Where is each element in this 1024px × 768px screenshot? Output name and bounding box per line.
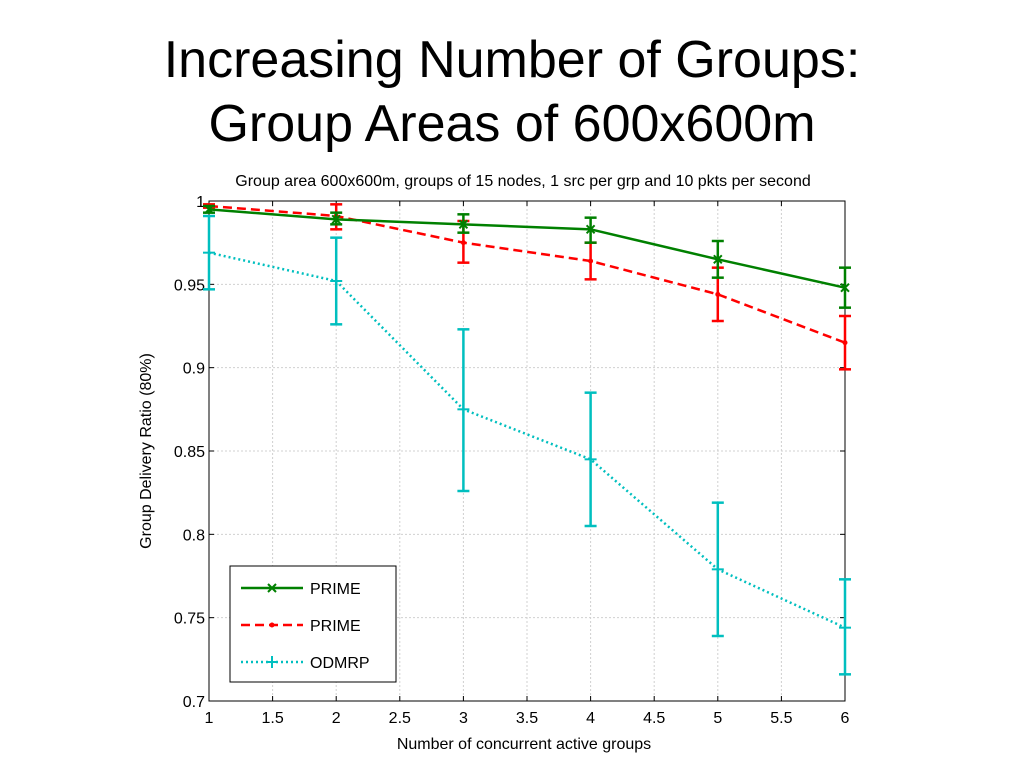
y-tick-label: 1 bbox=[196, 194, 205, 211]
x-tick-label: 5.5 bbox=[770, 710, 792, 727]
data-point bbox=[331, 214, 341, 225]
data-point bbox=[715, 291, 721, 297]
marker-stroke bbox=[585, 224, 596, 235]
series-layer bbox=[203, 203, 851, 676]
marker-stroke bbox=[713, 254, 723, 265]
data-point bbox=[842, 340, 848, 346]
data-point bbox=[330, 275, 343, 287]
legend-item-0: PRIME bbox=[241, 581, 361, 598]
y-axis-label: Group Delivery Ratio (80%) bbox=[138, 353, 155, 549]
y-tick-label: 0.95 bbox=[174, 277, 205, 294]
data-point bbox=[584, 453, 597, 466]
data-point bbox=[585, 224, 596, 235]
x-tick-label: 3.5 bbox=[516, 710, 538, 727]
legend-label: PRIME bbox=[310, 618, 361, 635]
data-point bbox=[460, 240, 466, 246]
data-point bbox=[458, 219, 469, 230]
x-axis-label: Number of concurrent active groups bbox=[397, 736, 651, 753]
data-point bbox=[711, 563, 724, 576]
data-point bbox=[588, 258, 594, 264]
data-point bbox=[840, 282, 850, 293]
legend: PRIME PRIME ODMRP bbox=[229, 565, 397, 683]
marker-stroke bbox=[840, 282, 850, 293]
y-tick-label: 0.75 bbox=[174, 611, 205, 628]
slide-title-line-2: Group Areas of 600x600m bbox=[208, 95, 816, 153]
data-point bbox=[204, 204, 214, 215]
legend-marker bbox=[267, 583, 277, 593]
series-line bbox=[208, 208, 846, 289]
data-point bbox=[203, 246, 215, 259]
slide-title-line-1: Increasing Number of Groups: bbox=[163, 31, 861, 89]
y-tick-label: 0.85 bbox=[174, 444, 205, 461]
chart-title: Group area 600x600m, groups of 15 nodes,… bbox=[235, 173, 810, 190]
marker-stroke bbox=[458, 219, 469, 230]
series-2 bbox=[203, 214, 851, 676]
slide-title: Increasing Number of Groups: Group Areas… bbox=[0, 28, 1024, 156]
x-tick-label: 1 bbox=[205, 710, 214, 727]
legend-label: PRIME bbox=[310, 581, 361, 598]
x-tick-label: 1.5 bbox=[261, 710, 283, 727]
x-tick-label: 5 bbox=[713, 710, 722, 727]
x-tick-label: 6 bbox=[841, 710, 850, 727]
x-tick-label: 2 bbox=[332, 710, 341, 727]
legend-item-1: PRIME bbox=[241, 618, 361, 635]
y-tick-label: 0.8 bbox=[183, 527, 205, 544]
data-point bbox=[713, 254, 723, 265]
legend-label: ODMRP bbox=[310, 655, 370, 672]
axis-ticks: 1 1.5 2 2.5 3 3.5 4 4.5 5 5.5 6 0.7 0.75 0.8 0.85 0.9 0.… bbox=[174, 194, 850, 727]
x-tick-label: 4.5 bbox=[643, 710, 665, 727]
marker-stroke bbox=[331, 214, 341, 225]
legend-marker bbox=[266, 656, 278, 668]
x-tick-label: 3 bbox=[459, 710, 468, 727]
x-tick-label: 4 bbox=[586, 710, 595, 727]
data-point bbox=[839, 621, 851, 634]
x-tick-label: 2.5 bbox=[389, 710, 411, 727]
series-0 bbox=[203, 204, 851, 309]
legend-item-2: ODMRP bbox=[241, 655, 370, 672]
y-tick-label: 0.7 bbox=[183, 694, 205, 711]
legend-marker bbox=[269, 622, 275, 628]
marker-stroke bbox=[204, 204, 214, 215]
data-point bbox=[457, 403, 470, 416]
y-tick-label: 0.9 bbox=[183, 361, 205, 378]
series-line bbox=[208, 204, 846, 344]
marker-stroke bbox=[267, 583, 277, 593]
